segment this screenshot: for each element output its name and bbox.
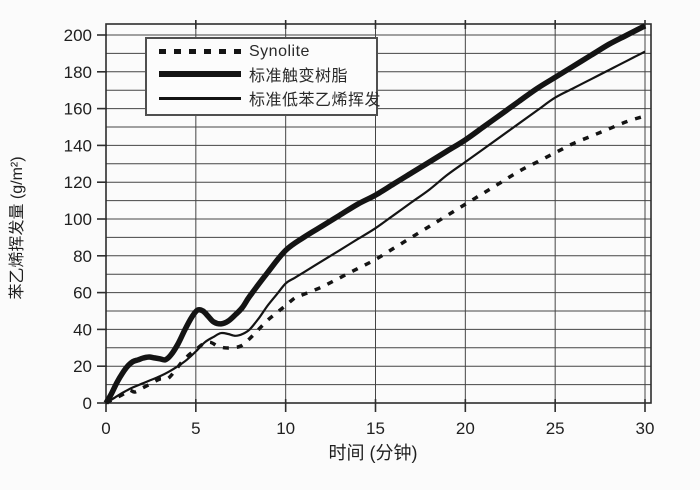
series-solid-thin [105, 50, 646, 404]
y-tick-label: 0 [83, 394, 92, 413]
x-tick-label: 10 [276, 419, 295, 438]
legend-label: 标准触变树脂 [249, 67, 349, 85]
y-tick-label: 80 [73, 247, 92, 266]
x-tick-label: 15 [366, 419, 385, 438]
x-axis-label: 时间 (分钟) [329, 443, 418, 463]
y-tick-label: 120 [64, 173, 92, 192]
thick-line-sample [159, 70, 241, 77]
y-tick-label: 160 [64, 100, 92, 119]
legend-item-synolite: Synolite [159, 43, 372, 61]
x-tick-label: 25 [546, 419, 565, 438]
thin-line-sample [159, 97, 241, 100]
y-axis-label: 苯乙烯挥发量 (g/m²) [8, 156, 26, 299]
x-tick-label: 20 [456, 419, 475, 438]
chart-generated-layer: 0 20 40 60 80 100 120 140 160 180 200 0 5 10 15 20 25 30 [64, 20, 655, 438]
y-tick-label: 20 [73, 357, 92, 376]
y-tick-label: 40 [73, 320, 92, 339]
x-tick-label: 5 [191, 419, 200, 438]
legend: Synolite 标准触变树脂 标准低苯乙烯挥发 [145, 37, 381, 116]
y-tick-label: 140 [64, 136, 92, 155]
plot-border [105, 23, 652, 404]
legend-label: 标准低苯乙烯挥发 [249, 92, 382, 110]
y-tick-label: 60 [73, 284, 92, 303]
legend-item-standard-thixotropic-resin: 标准触变树脂 [159, 62, 372, 86]
x-tick-label: 30 [636, 419, 655, 438]
dashed-line-sample [159, 49, 241, 55]
y-tick-label: 180 [64, 63, 92, 82]
legend-label: Synolite [249, 42, 310, 60]
y-tick-label: 200 [64, 26, 92, 45]
series-solid-thick [103, 23, 647, 405]
y-tick-label: 100 [64, 210, 92, 229]
x-tick-label: 0 [101, 419, 110, 438]
legend-item-standard-low-styrene: 标准低苯乙烯挥发 [159, 86, 381, 110]
